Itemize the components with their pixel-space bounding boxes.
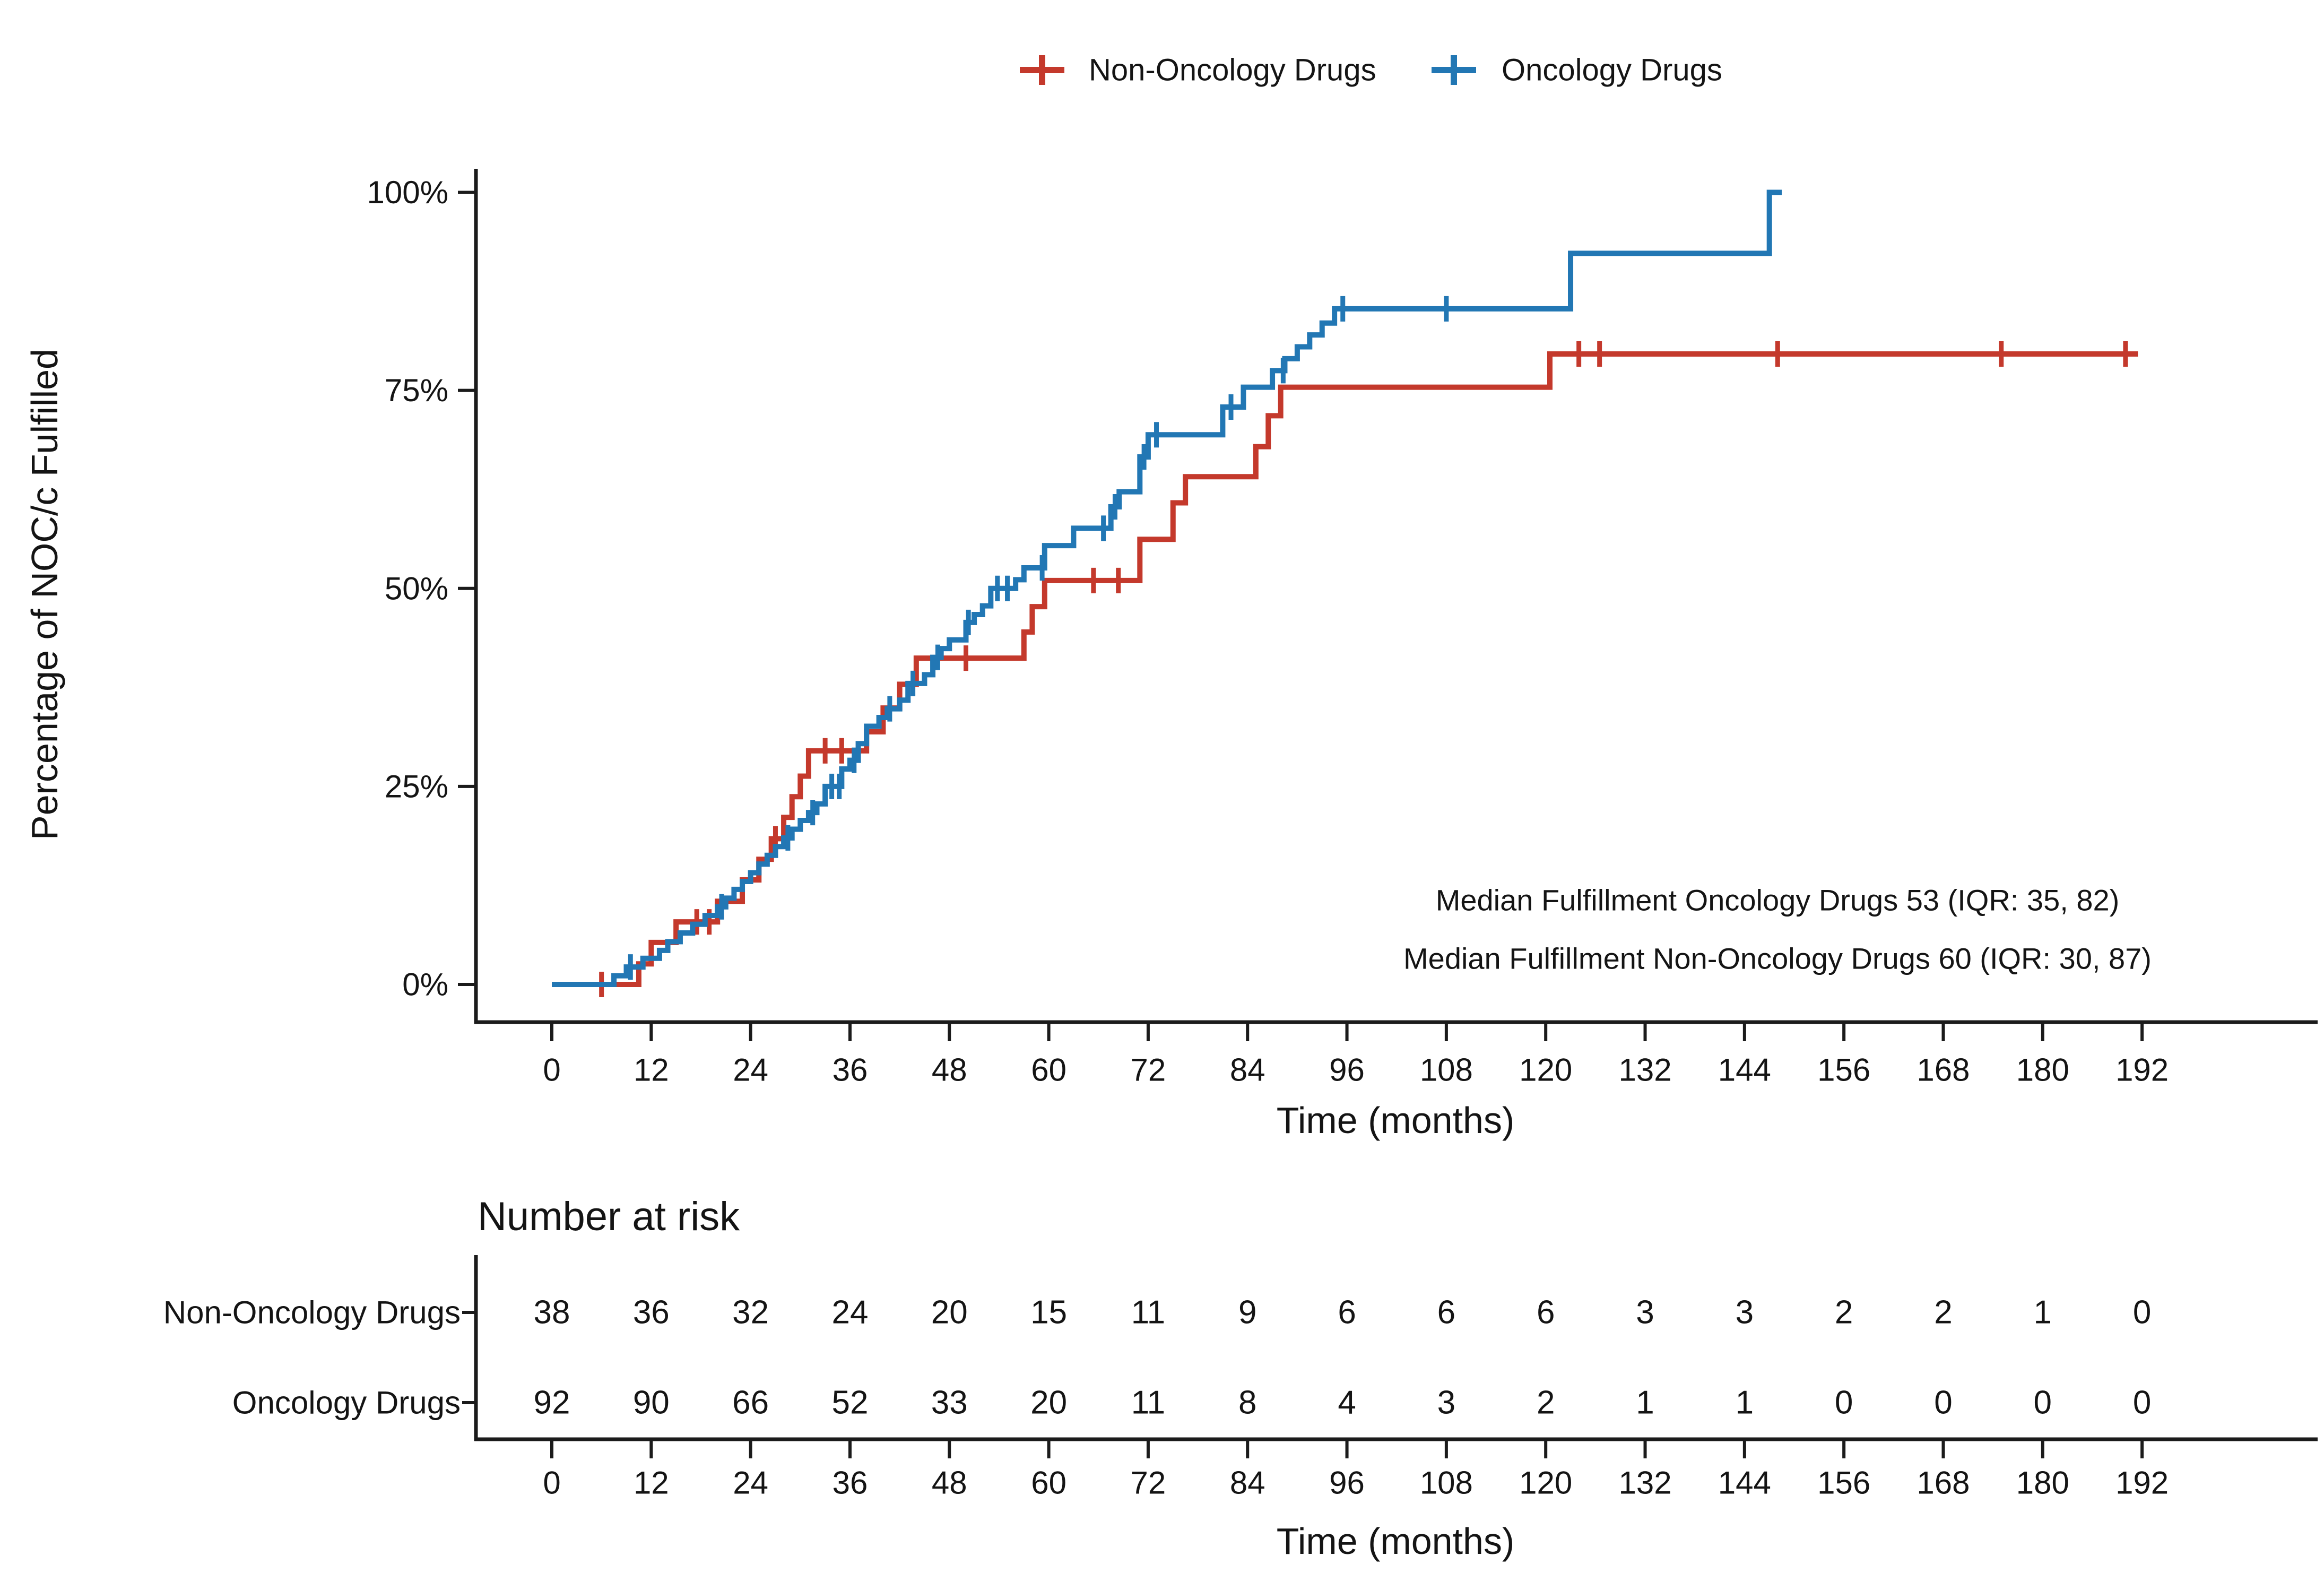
risk-value: 4 (1338, 1385, 1356, 1421)
risk-x-tick-label: 168 (1917, 1465, 1970, 1501)
x-axis-title: Time (months) (1277, 1100, 1515, 1141)
risk-value: 1 (2034, 1294, 2052, 1331)
risk-x-tick-label: 192 (2115, 1465, 2169, 1501)
x-tick-label: 156 (1817, 1052, 1870, 1088)
risk-value: 32 (732, 1294, 769, 1331)
risk-x-tick-label: 48 (932, 1465, 967, 1501)
risk-row-label-non-oncology: Non-Oncology Drugs (163, 1295, 461, 1330)
y-tick-label: 50% (385, 571, 448, 606)
risk-x-tick-label: 144 (1718, 1465, 1771, 1501)
risk-value: 15 (1030, 1294, 1067, 1331)
risk-value: 52 (831, 1385, 868, 1421)
risk-x-tick-label: 84 (1230, 1465, 1265, 1501)
risk-value: 9 (1238, 1294, 1256, 1331)
risk-value: 24 (831, 1294, 868, 1331)
annotation-line-non-oncology: Median Fulfillment Non-Oncology Drugs 60… (1403, 942, 2152, 975)
risk-value: 90 (633, 1385, 670, 1421)
x-tick-label: 84 (1230, 1052, 1265, 1088)
median-annotation: Median Fulfillment Oncology Drugs 53 (IQ… (1403, 884, 2152, 975)
y-tick-label: 0% (402, 967, 448, 1002)
risk-value: 0 (2133, 1294, 2151, 1331)
risk-value: 66 (732, 1385, 769, 1421)
x-tick-label: 180 (2016, 1052, 2069, 1088)
risk-table-title: Number at risk (478, 1194, 740, 1239)
annotation-line-oncology: Median Fulfillment Oncology Drugs 53 (IQ… (1436, 884, 2120, 917)
risk-x-tick-label: 24 (733, 1465, 768, 1501)
risk-x-tick-label: 108 (1420, 1465, 1473, 1501)
x-tick-label: 60 (1031, 1052, 1066, 1088)
risk-value: 6 (1537, 1294, 1555, 1331)
risk-value: 11 (1131, 1294, 1165, 1331)
x-tick-label: 0 (543, 1052, 560, 1088)
x-tick-label: 24 (733, 1052, 768, 1088)
risk-value: 38 (534, 1294, 570, 1331)
risk-value: 3 (1736, 1294, 1754, 1331)
risk-value: 2 (1835, 1294, 1853, 1331)
risk-table-static: Number at risk Non-Oncology Drugs Oncolo… (163, 1194, 1515, 1562)
risk-value: 3 (1636, 1294, 1654, 1331)
risk-value: 20 (1030, 1385, 1067, 1421)
km-curve-oncology-drugs (552, 189, 1782, 987)
x-tick-label: 12 (634, 1052, 669, 1088)
y-tick-label: 25% (385, 768, 448, 804)
risk-x-tick-label: 12 (634, 1465, 669, 1501)
risk-value: 3 (1437, 1385, 1455, 1421)
risk-value: 20 (931, 1294, 968, 1331)
risk-value: 92 (534, 1385, 570, 1421)
x-tick-label: 132 (1618, 1052, 1671, 1088)
generated-chart-layers: 100%75%50%25%0%0 12 24 36 48 60 72 84 96 108 120 13… (367, 169, 2318, 1501)
risk-x-axis-title: Time (months) (1277, 1520, 1515, 1562)
risk-value: 1 (1736, 1385, 1754, 1421)
legend-label-non-oncology: Non-Oncology Drugs (1089, 53, 1376, 88)
x-tick-label: 36 (833, 1052, 868, 1088)
risk-x-tick-label: 36 (833, 1465, 868, 1501)
legend-marker-oncology-icon (1432, 55, 1476, 85)
y-tick-label: 75% (385, 373, 448, 408)
risk-value: 2 (1934, 1294, 1952, 1331)
risk-x-tick-label: 180 (2016, 1465, 2069, 1501)
risk-row-label-oncology: Oncology Drugs (232, 1385, 461, 1421)
risk-value: 0 (1934, 1385, 1952, 1421)
x-tick-label: 120 (1519, 1052, 1572, 1088)
risk-x-tick-label: 120 (1519, 1465, 1572, 1501)
risk-x-tick-label: 72 (1131, 1465, 1166, 1501)
risk-x-tick-label: 96 (1329, 1465, 1365, 1501)
y-axis-title: Percentage of NOC/c Fulfilled (24, 349, 65, 840)
x-tick-label: 144 (1718, 1052, 1771, 1088)
risk-x-tick-label: 0 (543, 1465, 560, 1501)
risk-value: 2 (1537, 1385, 1555, 1421)
risk-x-tick-label: 60 (1031, 1465, 1066, 1501)
risk-value: 0 (1835, 1385, 1853, 1421)
y-tick-label: 100% (367, 175, 448, 210)
x-tick-label: 192 (2115, 1052, 2169, 1088)
risk-value: 11 (1131, 1385, 1165, 1421)
x-tick-label: 108 (1420, 1052, 1473, 1088)
risk-value: 0 (2133, 1385, 2151, 1421)
legend-label-oncology: Oncology Drugs (1502, 53, 1722, 88)
risk-value: 6 (1338, 1294, 1356, 1331)
risk-x-tick-label: 156 (1817, 1465, 1870, 1501)
risk-value: 0 (2034, 1385, 2052, 1421)
risk-value: 8 (1238, 1385, 1256, 1421)
x-tick-label: 72 (1131, 1052, 1166, 1088)
risk-value: 33 (931, 1385, 968, 1421)
x-tick-label: 168 (1917, 1052, 1970, 1088)
risk-value: 6 (1437, 1294, 1455, 1331)
x-tick-label: 48 (932, 1052, 967, 1088)
risk-value: 1 (1636, 1385, 1654, 1421)
legend: Non-Oncology Drugs Oncology Drugs (1020, 53, 1722, 88)
x-tick-label: 96 (1329, 1052, 1365, 1088)
legend-marker-non-oncology-icon (1020, 55, 1064, 85)
risk-x-tick-label: 132 (1618, 1465, 1671, 1501)
risk-value: 36 (633, 1294, 670, 1331)
